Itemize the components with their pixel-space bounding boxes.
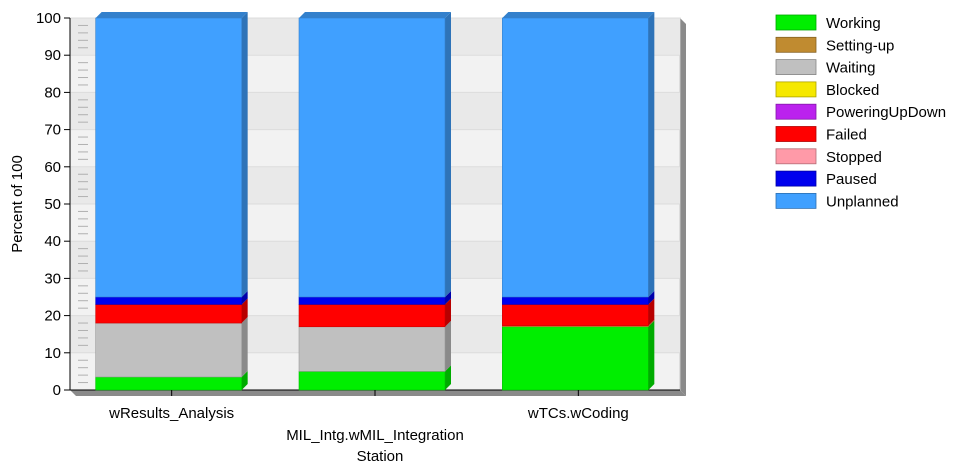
x-tick-label: wResults_Analysis — [108, 405, 234, 422]
bar-segment-side — [445, 320, 451, 372]
bar-segment — [95, 17, 242, 298]
bar-segment — [502, 296, 649, 305]
legend-swatch — [775, 81, 817, 98]
bar-segment — [502, 304, 649, 326]
legend-swatch — [775, 148, 817, 165]
legend-swatch — [775, 103, 817, 120]
legend-swatch — [775, 192, 817, 209]
y-tick-label: 20 — [44, 308, 61, 325]
y-tick-label: 100 — [36, 10, 61, 27]
bar-segment-side — [241, 298, 248, 324]
bar-top-face — [299, 12, 451, 18]
y-tick-label: 90 — [44, 47, 61, 64]
bar-segment — [95, 376, 242, 391]
legend-label: Unplanned — [826, 193, 899, 210]
bar-segment — [298, 371, 446, 391]
bar-segment — [95, 322, 242, 378]
legend-label: Waiting — [826, 60, 875, 77]
y-tick-label: 50 — [44, 196, 61, 213]
y-tick-label: 70 — [44, 122, 61, 139]
legend-swatch — [775, 59, 817, 75]
bar-segment-side — [241, 370, 248, 390]
bar-segment — [502, 326, 649, 391]
y-tick-label: 80 — [44, 84, 61, 101]
legend-swatch — [775, 36, 817, 53]
plot-wall-shadow — [680, 18, 686, 396]
x-tick-label: wTCs.wCoding — [527, 405, 629, 422]
bar-top-face — [502, 12, 655, 18]
bar-segment — [298, 296, 446, 305]
y-tick-label: 60 — [44, 159, 61, 176]
plot-floor-shadow — [70, 390, 686, 396]
legend-swatch — [775, 126, 817, 142]
bar-segment-side — [445, 291, 451, 305]
legend-label: PoweringUpDown — [826, 104, 946, 121]
legend-swatch — [775, 170, 817, 187]
bar-segment-side — [445, 298, 451, 327]
bar-segment — [298, 304, 446, 328]
bar-segment — [502, 17, 649, 298]
bar-segment-side — [648, 12, 655, 297]
y-tick-label: 30 — [44, 270, 61, 287]
legend-label: Setting-up — [826, 37, 894, 54]
legend-label: Paused — [826, 171, 877, 188]
bar-segment-side — [648, 320, 655, 390]
y-tick-label: 40 — [44, 233, 61, 250]
bar-segment — [298, 326, 446, 372]
x-axis-label: Station — [357, 448, 404, 462]
legend-label: Working — [826, 15, 881, 32]
x-tick-label: MIL_Intg.wMIL_Integration — [286, 427, 464, 444]
bar-segment-side — [241, 291, 248, 305]
bar-segment-side — [648, 319, 655, 327]
y-axis-label: Percent of 100 — [9, 155, 26, 253]
bar-segment — [95, 296, 242, 305]
bar-segment-side — [445, 12, 451, 297]
bar-segment — [95, 304, 242, 324]
legend-label: Stopped — [826, 149, 882, 166]
bar-segment-side — [648, 298, 655, 326]
legend-label: Blocked — [826, 82, 879, 99]
legend-swatch — [775, 14, 817, 31]
legend-label: Failed — [826, 127, 867, 144]
bar-segment-side — [241, 317, 248, 377]
y-tick-label: 0 — [53, 382, 61, 399]
bar-top-face — [95, 12, 248, 18]
bar-segment — [298, 17, 446, 298]
y-tick-label: 10 — [44, 345, 61, 362]
bar-segment-side — [445, 365, 451, 390]
bar-segment-side — [241, 12, 248, 297]
bar-segment-side — [648, 291, 655, 305]
